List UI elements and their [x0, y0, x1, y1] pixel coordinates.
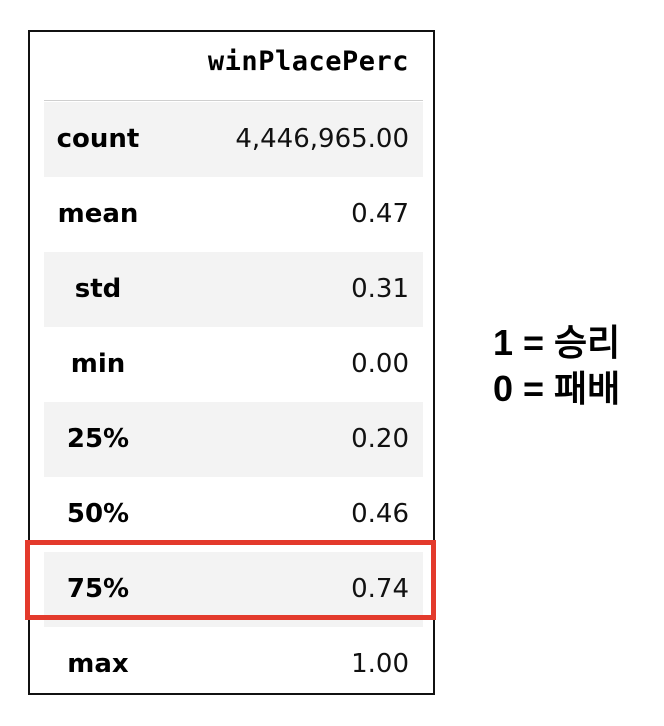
table-row-min: min 0.00 — [44, 327, 423, 402]
row-label: mean — [57, 199, 139, 229]
row-label: count — [56, 124, 140, 154]
row-value: 0.47 — [351, 199, 409, 229]
table-row-50: 50% 0.46 — [44, 477, 423, 552]
row-label: max — [67, 649, 129, 679]
outcome-note: 1 = 승리 0 = 패배 — [493, 320, 620, 412]
table-row-count: count 4,446,965.00 — [44, 102, 423, 177]
table-row-std: std 0.31 — [44, 252, 423, 327]
table-row-mean: mean 0.47 — [44, 177, 423, 252]
row-label: 50% — [66, 499, 130, 529]
highlight-box-75 — [25, 540, 436, 620]
row-value: 0.20 — [351, 424, 409, 454]
note-loss-line: 0 = 패배 — [493, 368, 621, 409]
row-label: 75% — [66, 574, 130, 604]
note-win-line: 1 = 승리 — [493, 322, 621, 363]
table-row-25: 25% 0.20 — [44, 402, 423, 477]
row-value: 4,446,965.00 — [235, 124, 409, 154]
row-value: 1.00 — [351, 649, 409, 679]
row-value: 0.31 — [351, 274, 409, 304]
row-label: std — [74, 274, 122, 304]
row-label: min — [70, 349, 126, 379]
row-value: 0.00 — [351, 349, 409, 379]
table-header: winPlacePerc — [30, 32, 433, 100]
column-header-winplaceperc: winPlacePerc — [207, 46, 409, 77]
stats-table: winPlacePerc count 4,446,965.00 mean 0.4… — [28, 30, 435, 695]
row-label: 25% — [66, 424, 130, 454]
row-value: 0.74 — [351, 574, 409, 604]
table-row-max: max 1.00 — [44, 627, 423, 702]
table-row-75: 75% 0.74 — [44, 552, 423, 627]
header-divider — [44, 100, 423, 101]
row-value: 0.46 — [351, 499, 409, 529]
